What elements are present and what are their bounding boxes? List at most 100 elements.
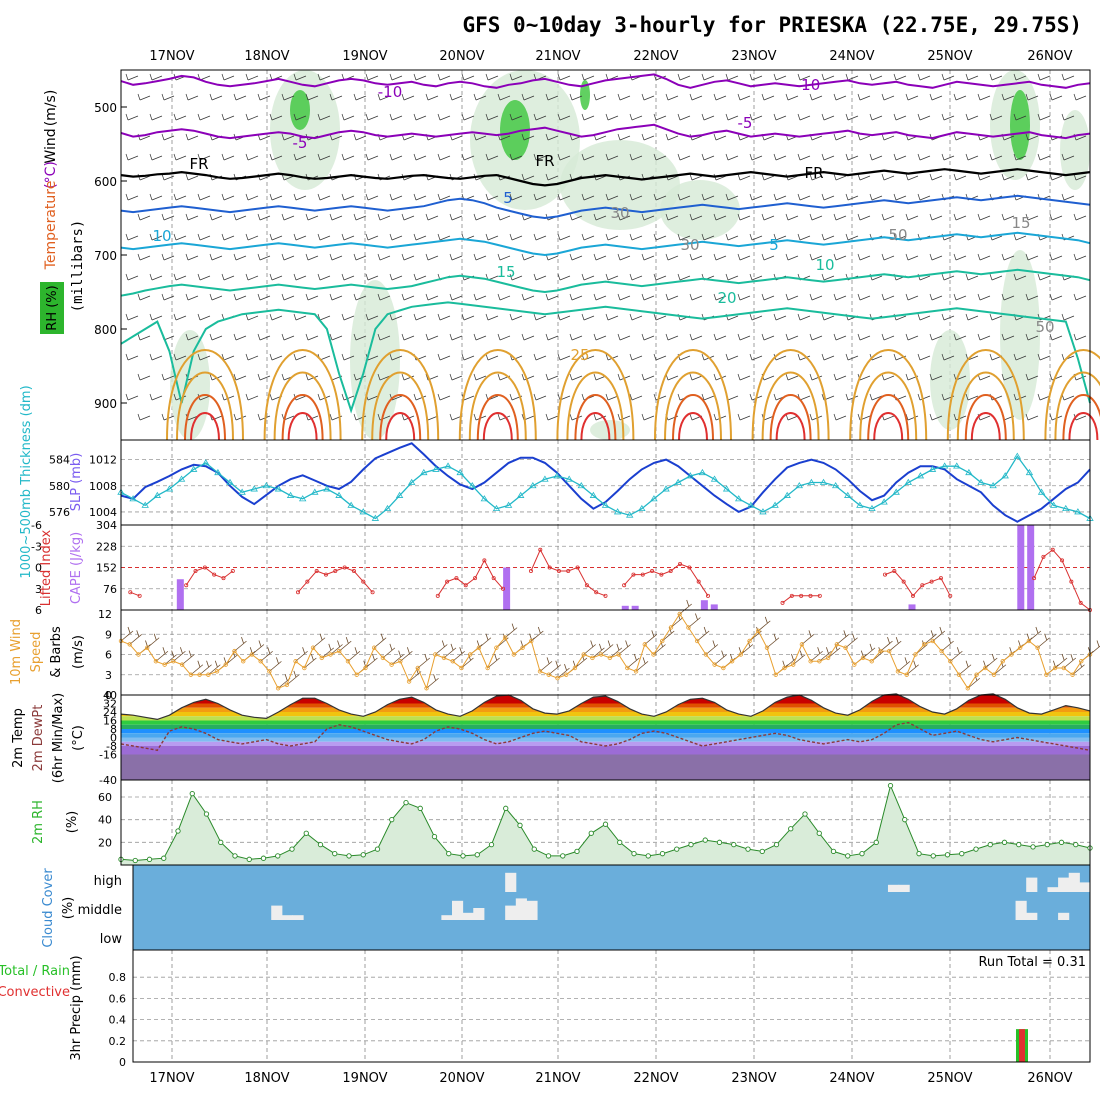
wind-barb	[809, 213, 823, 221]
wind-barb	[605, 153, 619, 161]
thickness-marker	[492, 504, 501, 512]
wind-ylabel-barbs: & Barbs	[49, 626, 64, 678]
rh-marker	[560, 853, 566, 859]
wind-barb	[809, 373, 823, 381]
wind-barb	[557, 353, 571, 361]
thickness-marker	[735, 495, 743, 502]
wind-barb	[773, 313, 787, 321]
rh-marker	[431, 834, 438, 840]
wind-barb	[641, 333, 655, 341]
wind-barb	[977, 173, 991, 181]
wind-barb	[533, 153, 547, 161]
cape-bar	[908, 604, 916, 610]
thickness-line	[120, 455, 1091, 520]
wind-barb	[797, 73, 811, 81]
warm-isotherm	[281, 394, 324, 441]
wind-barb	[1001, 333, 1015, 341]
wind-barb-10m	[618, 640, 631, 655]
precip-legend-total: Total / Rain	[0, 964, 70, 979]
wind-barb	[677, 273, 691, 281]
wind-barb	[197, 233, 211, 241]
date-label-top: 26NOV	[1027, 49, 1072, 64]
thickness-marker	[432, 465, 440, 472]
wind-speed-marker	[389, 662, 394, 667]
wind-barb	[557, 273, 571, 281]
ua-ytick: 900	[94, 397, 117, 411]
wind-barb	[329, 213, 343, 221]
wind-barb	[281, 93, 295, 101]
rh-marker	[859, 851, 865, 857]
wind-barb	[245, 113, 259, 121]
precip-ytick: 0.8	[109, 971, 127, 984]
wind-barb	[437, 153, 451, 161]
wind-barb	[269, 113, 283, 121]
contour-label: 10	[152, 227, 171, 245]
wind-barb	[161, 93, 175, 101]
wind-ylabel-speed: Speed	[29, 632, 44, 673]
wind-barb	[437, 73, 451, 81]
wind-barb	[977, 213, 991, 221]
thickness-marker	[977, 478, 985, 485]
wind-barb	[413, 313, 427, 321]
wind-barb	[905, 93, 919, 101]
rh-marker	[887, 783, 894, 789]
wind-barb	[1025, 293, 1039, 301]
wind-barb	[917, 393, 931, 401]
rh-marker	[488, 841, 495, 848]
wind-barb	[557, 233, 571, 241]
wind-barb	[665, 333, 679, 341]
wind-speed-marker	[380, 655, 386, 661]
wind-speed-marker	[703, 652, 709, 657]
contour-label: 50	[888, 226, 907, 244]
wind-barb	[785, 373, 799, 381]
thickness-marker	[759, 508, 767, 515]
li-marker	[351, 569, 356, 574]
wind-barb	[749, 73, 763, 81]
wind-barb	[341, 113, 355, 121]
temp-line	[120, 693, 1091, 721]
wind-barb	[929, 93, 943, 101]
wind-barb	[617, 293, 631, 301]
wind-barb-10m	[181, 650, 195, 665]
wind-barb	[581, 193, 595, 201]
temp-ytick: -16	[99, 749, 117, 762]
wind-barb	[413, 393, 427, 401]
wind-barb	[245, 393, 259, 401]
rh-marker	[788, 826, 794, 832]
wind-barb	[665, 93, 679, 101]
wind-barb	[377, 213, 391, 221]
wind-barb	[641, 373, 655, 381]
wind-barb	[977, 253, 991, 261]
precip-ytick: 0	[119, 1056, 126, 1069]
thickness-marker	[177, 475, 186, 482]
thickness-marker	[407, 478, 416, 485]
wind-barb	[1073, 293, 1087, 301]
warm-isotherm	[273, 371, 332, 441]
wind-barb	[989, 313, 1003, 321]
wind-barb	[533, 393, 547, 401]
wind-barb	[677, 113, 691, 121]
wind-barb	[653, 273, 667, 281]
wind-barb	[221, 113, 235, 121]
wind-barb	[413, 153, 427, 161]
warm-isotherm	[574, 394, 617, 441]
wind-barb	[581, 313, 595, 321]
thickness-marker	[504, 501, 513, 508]
wind-barb	[1049, 173, 1063, 181]
wind-speed-marker	[555, 675, 560, 681]
li-line	[782, 595, 820, 604]
date-label-top: 25NOV	[927, 49, 972, 64]
minmax-ylabel: (6hr Min/Max)	[51, 693, 66, 783]
wind-barb	[125, 353, 139, 361]
wind-barb-10m	[705, 640, 719, 655]
wind-barb	[641, 293, 655, 301]
dewpoint-line	[120, 721, 1091, 752]
wind-speed-marker	[729, 659, 735, 664]
li-marker	[1078, 600, 1083, 605]
temp-band	[121, 724, 1090, 729]
wind-barb	[857, 293, 871, 301]
wind-barb-10m	[862, 643, 876, 659]
wind-barb	[1025, 133, 1039, 141]
chart-title: GFS 0~10day 3-hourly for PRIESKA (22.75E…	[462, 13, 1082, 37]
